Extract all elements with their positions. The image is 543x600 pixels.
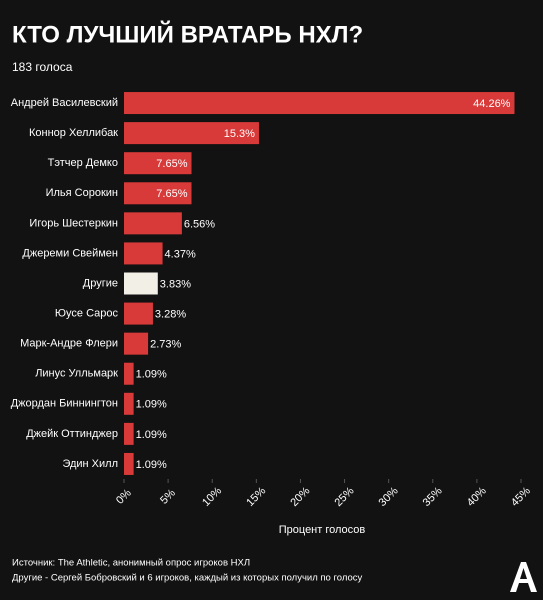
- value-label: 7.65%: [156, 188, 187, 200]
- y-tick-label: Джордан Биннингтон: [11, 398, 118, 410]
- value-label: 4.37%: [165, 248, 196, 260]
- y-tick-label: Игорь Шестеркин: [29, 217, 118, 229]
- x-tick-label: 40%: [465, 485, 489, 509]
- value-label: 2.73%: [150, 339, 181, 351]
- y-tick-label: Тэтчер Демко: [48, 157, 118, 169]
- bar: [124, 92, 515, 115]
- bar: [124, 422, 134, 445]
- bar: [124, 452, 134, 475]
- value-label: 7.65%: [156, 158, 187, 170]
- y-tick-label: Другие: [83, 277, 118, 289]
- bar: [124, 332, 149, 355]
- source-note: Источник: The Athletic, анонимный опрос …: [12, 558, 250, 569]
- x-tick-label: 0%: [114, 487, 134, 507]
- bar: [124, 272, 158, 295]
- x-tick-label: 10%: [200, 485, 224, 509]
- y-tick-label: Линус Улльмарк: [35, 368, 118, 380]
- y-tick-label: Джейк Оттинджер: [26, 428, 118, 440]
- value-label: 15.3%: [224, 128, 255, 140]
- others-note: Другие - Сергей Бобровский и 6 игроков, …: [12, 573, 362, 584]
- bar: [124, 152, 192, 175]
- logo-hole: [520, 568, 527, 579]
- value-label: 1.09%: [136, 399, 167, 411]
- value-label: 3.28%: [155, 308, 186, 320]
- x-tick-label: 45%: [509, 485, 533, 509]
- chart-title: КТО ЛУЧШИЙ ВРАТАРЬ НХЛ?: [12, 20, 363, 48]
- x-tick-label: 30%: [377, 485, 401, 509]
- y-tick-label: Илья Сорокин: [46, 187, 118, 199]
- bar: [124, 302, 153, 325]
- x-tick-label: 20%: [288, 485, 312, 509]
- x-axis-label: Процент голосов: [279, 524, 366, 536]
- x-tick-label: 15%: [244, 485, 268, 509]
- bar: [124, 182, 192, 205]
- value-label: 1.09%: [136, 459, 167, 471]
- value-label: 44.26%: [473, 98, 511, 110]
- x-tick-label: 35%: [421, 485, 445, 509]
- y-tick-label: Джереми Свеймен: [22, 247, 118, 259]
- value-label: 1.09%: [136, 429, 167, 441]
- bar: [124, 392, 134, 415]
- x-tick-label: 5%: [158, 487, 178, 507]
- chart-subtitle: 183 голоса: [12, 60, 73, 74]
- value-label: 6.56%: [184, 218, 215, 230]
- y-tick-label: Коннор Хеллибак: [29, 127, 118, 139]
- bar: [124, 212, 182, 235]
- bar: [124, 242, 163, 265]
- bar: [124, 362, 134, 385]
- y-tick-label: Марк-Андре Флери: [20, 338, 118, 350]
- x-tick-label: 25%: [332, 485, 356, 509]
- y-tick-label: Юусе Сарос: [55, 307, 119, 319]
- value-label: 3.83%: [160, 278, 191, 290]
- bar: [124, 122, 259, 145]
- y-tick-label: Андрей Василевский: [11, 97, 118, 109]
- value-label: 1.09%: [136, 369, 167, 381]
- y-tick-label: Эдин Хилл: [62, 458, 118, 470]
